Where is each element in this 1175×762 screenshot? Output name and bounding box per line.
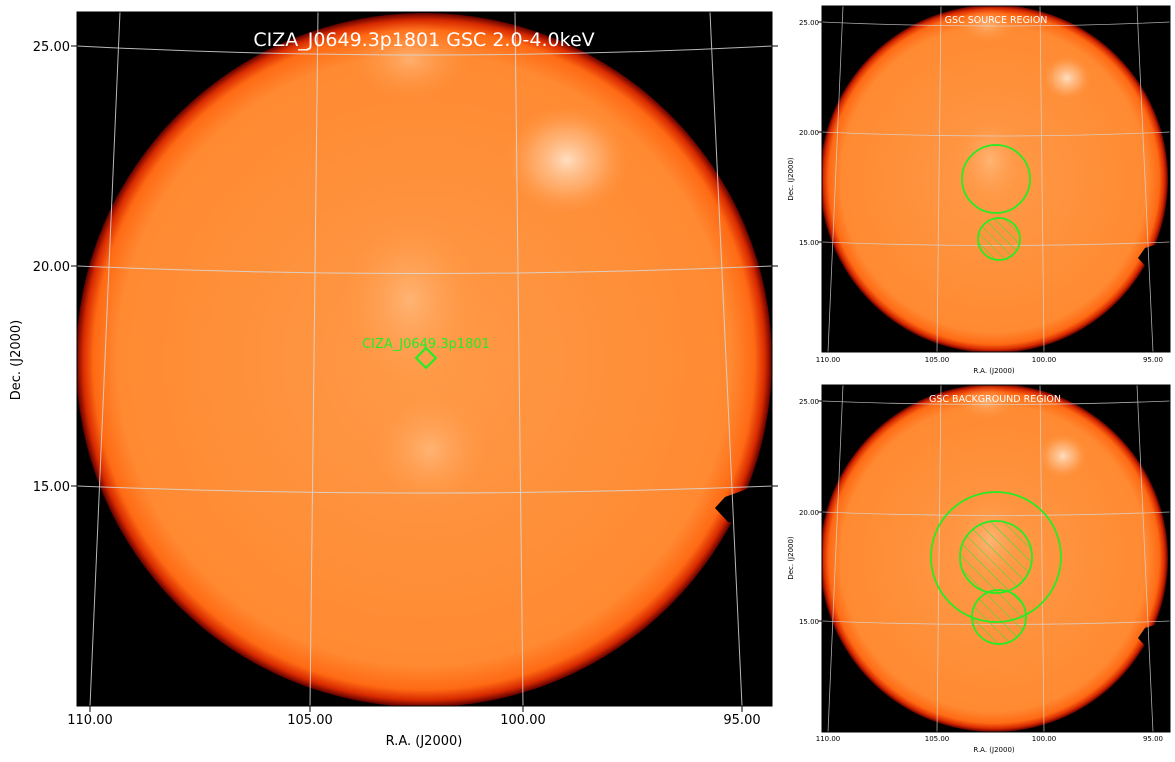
- main-title: CIZA_J0649.3p1801 GSC 2.0-4.0keV: [253, 29, 594, 51]
- main-image-panel: CIZA_J0649.3p1801 CIZA_J0649.3p1801 GSC …: [9, 11, 778, 749]
- bkg-xtick-4: 95.00: [1143, 735, 1163, 743]
- bkg-title: GSC BACKGROUND REGION: [929, 394, 1061, 405]
- src-exclusion-circle[interactable]: [977, 217, 1021, 261]
- faint-blob-lower: [370, 390, 490, 510]
- source-label: CIZA_J0649.3p1801: [362, 337, 490, 352]
- src-xtick-3: 100.00: [1032, 356, 1057, 364]
- source-diamond-marker[interactable]: [414, 346, 438, 370]
- main-ytick-3: 15.00: [33, 480, 70, 495]
- bkg-ytick-3: 15.00: [799, 618, 819, 626]
- bright-source-blob: [505, 105, 629, 215]
- bkg-inner-exclusion[interactable]: [959, 520, 1033, 594]
- background-region-panel: GSC BACKGROUND REGION 25.00 20.00 15.00 …: [785, 380, 1175, 758]
- bkg-ytick-1: 25.00: [799, 398, 819, 406]
- src-title: GSC SOURCE REGION: [945, 15, 1048, 26]
- main-xtick-4: 95.00: [723, 713, 760, 728]
- bkg-xtick-1: 110.00: [816, 735, 841, 743]
- bkg-lower-exclusion[interactable]: [971, 589, 1027, 645]
- main-image-svg: CIZA_J0649.3p1801 CIZA_J0649.3p1801 GSC …: [9, 11, 778, 749]
- background-region-svg: GSC BACKGROUND REGION 25.00 20.00 15.00 …: [787, 384, 1171, 754]
- src-xlabel: R.A. (J2000): [973, 367, 1015, 375]
- src-xtick-1: 110.00: [816, 356, 841, 364]
- coordinate-grid: [77, 12, 772, 706]
- faint-blob-center: [340, 210, 480, 390]
- src-xtick-2: 105.00: [925, 356, 950, 364]
- main-xtick-2: 105.00: [287, 713, 333, 728]
- main-xtick-3: 100.00: [500, 713, 546, 728]
- source-region-svg: GSC SOURCE REGION 25.00 20.00 15.00 110.…: [787, 5, 1171, 375]
- bkg-xtick-2: 105.00: [925, 735, 950, 743]
- src-ytick-2: 20.00: [799, 129, 819, 137]
- main-xlabel: R.A. (J2000): [386, 734, 463, 749]
- disk-notch: [715, 480, 772, 530]
- bkg-xlabel: R.A. (J2000): [973, 746, 1015, 754]
- bkg-ylabel: Dec. (J2000): [787, 536, 795, 580]
- src-ytick-3: 15.00: [799, 239, 819, 247]
- main-xtick-1: 110.00: [67, 713, 113, 728]
- main-ylabel: Dec. (J2000): [9, 320, 24, 400]
- main-ytick-1: 25.00: [33, 40, 70, 55]
- src-ylabel: Dec. (J2000): [787, 157, 795, 201]
- bkg-xtick-3: 100.00: [1032, 735, 1057, 743]
- src-xtick-4: 95.00: [1143, 356, 1163, 364]
- bkg-ytick-2: 20.00: [799, 509, 819, 517]
- faint-blob-top: [350, 20, 470, 100]
- source-region-panel: GSC SOURCE REGION 25.00 20.00 15.00 110.…: [785, 0, 1175, 380]
- main-ytick-2: 20.00: [33, 260, 70, 275]
- src-ytick-1: 25.00: [799, 19, 819, 27]
- src-source-circle[interactable]: [961, 144, 1031, 214]
